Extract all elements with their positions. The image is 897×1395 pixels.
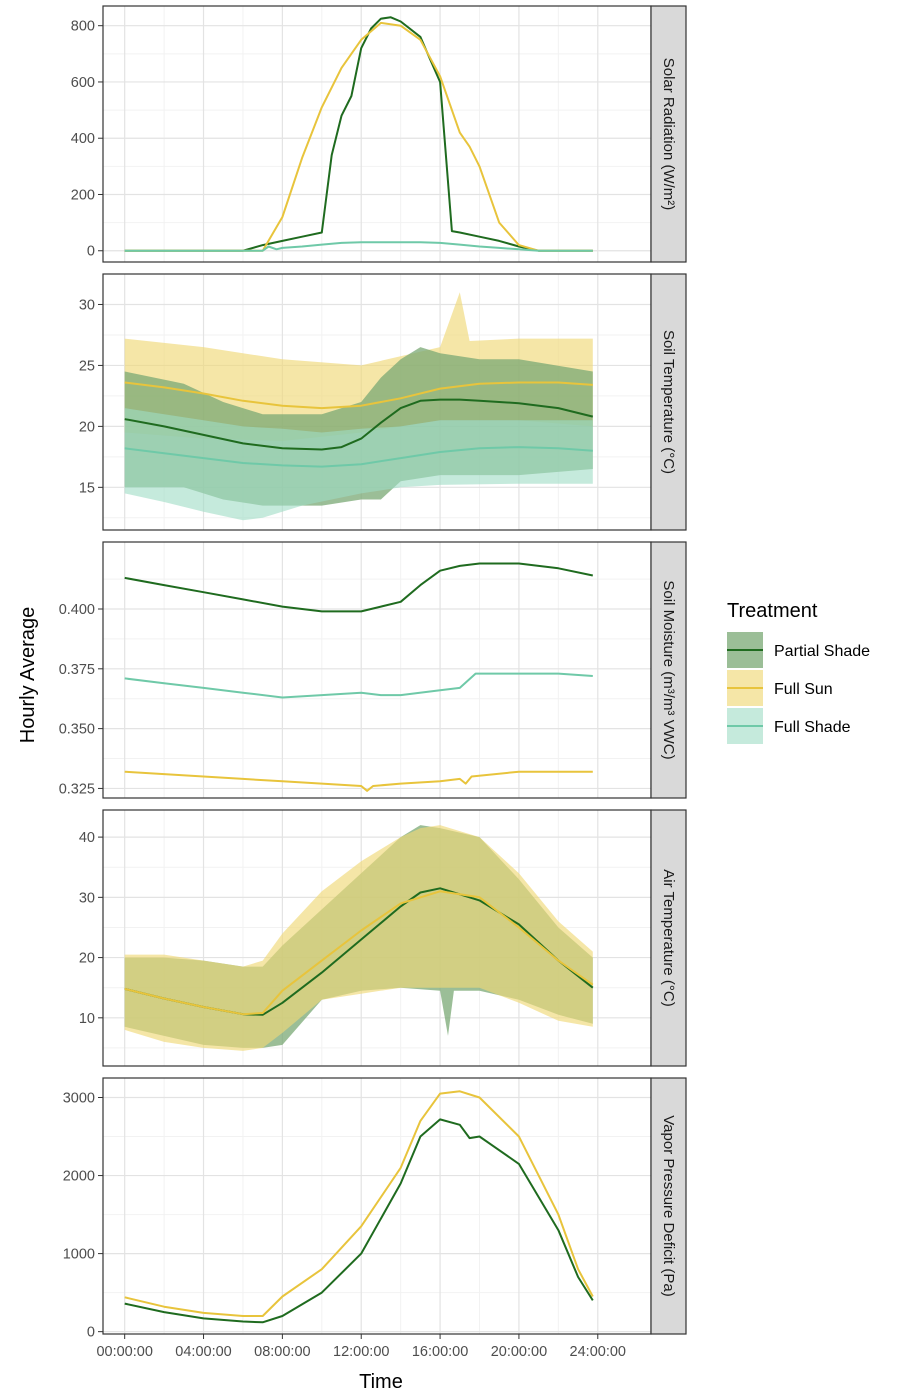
y-tick-label: 0 — [87, 244, 95, 260]
y-tick-label: 30 — [79, 890, 95, 906]
y-tick-label: 0.375 — [59, 662, 95, 678]
y-tick-label: 0 — [87, 1325, 95, 1341]
minor-gridlines — [103, 6, 651, 262]
y-tick-label: 10 — [79, 1011, 95, 1027]
x-tick-label: 08:00:00 — [254, 1344, 310, 1360]
x-axis-title: Time — [359, 1371, 403, 1393]
facet-strip — [650, 809, 687, 1067]
y-axis-vapor-pressure-deficit-pa: 0 1000 2000 3000 — [63, 1091, 103, 1341]
y-tick-label: 1000 — [63, 1247, 95, 1263]
facet-strip-label: Solar Radiation (W/m²) — [660, 58, 677, 211]
panel-vapor-pressure-deficit-pa: 0 1000 2000 3000 Vapor Pressure Deficit (Pa) — [63, 1077, 687, 1341]
facet-strip — [650, 1077, 687, 1335]
series-line-partial-shade — [124, 398, 594, 451]
panel-background — [103, 6, 651, 262]
x-tick-label: 04:00:00 — [175, 1344, 231, 1360]
series-line-full-sun — [124, 890, 594, 1016]
series-line-full-shade — [124, 672, 593, 699]
panel-data — [124, 292, 594, 521]
panel-air-temperature-c: 10 20 30 40 Air Temperature (°C) — [79, 809, 687, 1067]
legend-keys: Partial Shade Full Sun Full Shade — [727, 632, 870, 744]
legend-label: Partial Shade — [774, 643, 870, 660]
y-tick-label: 0.350 — [59, 722, 95, 738]
panel-data — [124, 825, 594, 1051]
series-line-full-sun — [124, 381, 593, 410]
x-axis: 00:00:00 04:00:00 08:00:00 12:00:00 16:00:00… — [96, 1334, 626, 1360]
series-line-partial-shade — [124, 16, 593, 252]
facet-strip-label: Soil Moisture (m³/m³ VWC) — [660, 580, 677, 759]
y-tick-label: 30 — [79, 297, 95, 313]
x-tick-label: 16:00:00 — [412, 1344, 468, 1360]
panel-background — [103, 542, 651, 798]
legend-label: Full Shade — [774, 719, 851, 736]
legend-item-partial-shade: Partial Shade — [727, 632, 870, 668]
legend-item-full-sun: Full Sun — [727, 670, 833, 706]
legend-label: Full Sun — [774, 681, 833, 698]
legend: Treatment Partial Shade Full Sun Full Shad… — [727, 600, 870, 744]
minor-gridlines — [103, 1078, 651, 1334]
facet-strip-label: Vapor Pressure Deficit (Pa) — [660, 1115, 677, 1296]
y-axis-solar-radiation-w-m: 0 200 400 600 800 — [71, 19, 103, 260]
facet-strip — [650, 273, 687, 531]
facet-strip — [650, 541, 687, 799]
major-gridlines — [103, 6, 651, 262]
facet-strip-label: Soil Temperature (°C) — [660, 330, 677, 474]
y-axis-title: Hourly Average — [17, 607, 39, 743]
y-tick-label: 20 — [79, 419, 95, 435]
panel-data — [124, 16, 593, 252]
ribbon-full-sun — [124, 825, 593, 1051]
series-line-full-sun — [124, 1090, 594, 1317]
series-line-partial-shade — [124, 1118, 594, 1324]
major-gridlines — [103, 542, 651, 798]
y-axis-soil-moisture-m-m-vwc: 0.325 0.350 0.375 0.400 — [59, 602, 103, 797]
series-line-full-sun — [124, 21, 593, 252]
panel-soil-temperature-c: 15 20 25 30 Soil Temperature (°C) — [79, 273, 687, 531]
y-tick-label: 20 — [79, 951, 95, 967]
series-line-full-shade — [124, 446, 593, 468]
x-tick-label: 00:00:00 — [96, 1344, 152, 1360]
y-tick-label: 2000 — [63, 1169, 95, 1185]
y-tick-label: 25 — [79, 358, 95, 374]
y-tick-label: 400 — [71, 131, 95, 147]
panel-solar-radiation-w-m: 0 200 400 600 800 Solar Radiation (W/m²) — [71, 5, 687, 263]
facet-strip-label: Air Temperature (°C) — [660, 869, 677, 1006]
x-tick-label: 12:00:00 — [333, 1344, 389, 1360]
series-line-full-sun — [124, 770, 593, 792]
y-tick-label: 15 — [79, 480, 95, 496]
y-tick-label: 600 — [71, 75, 95, 91]
y-tick-label: 0.400 — [59, 602, 95, 618]
y-axis-soil-temperature-c: 15 20 25 30 — [79, 297, 103, 496]
legend-title: Treatment — [727, 600, 818, 622]
panel-background — [103, 1078, 651, 1334]
y-tick-label: 3000 — [63, 1091, 95, 1107]
x-tick-label: 20:00:00 — [491, 1344, 547, 1360]
panel-data — [124, 1090, 594, 1324]
y-tick-label: 0.325 — [59, 781, 95, 797]
y-tick-label: 800 — [71, 19, 95, 35]
series-line-full-shade — [124, 241, 593, 252]
facet-strip — [650, 5, 687, 263]
legend-item-full-shade: Full Shade — [727, 708, 851, 744]
panel-soil-moisture-m-m-vwc: 0.325 0.350 0.375 0.400 Soil Moisture (m³/m³… — [59, 541, 687, 799]
series-line-partial-shade — [124, 562, 594, 613]
x-tick-label: 24:00:00 — [570, 1344, 626, 1360]
panel-data — [124, 562, 594, 792]
y-axis-air-temperature-c: 10 20 30 40 — [79, 830, 103, 1027]
y-tick-label: 200 — [71, 187, 95, 203]
y-tick-label: 40 — [79, 830, 95, 846]
